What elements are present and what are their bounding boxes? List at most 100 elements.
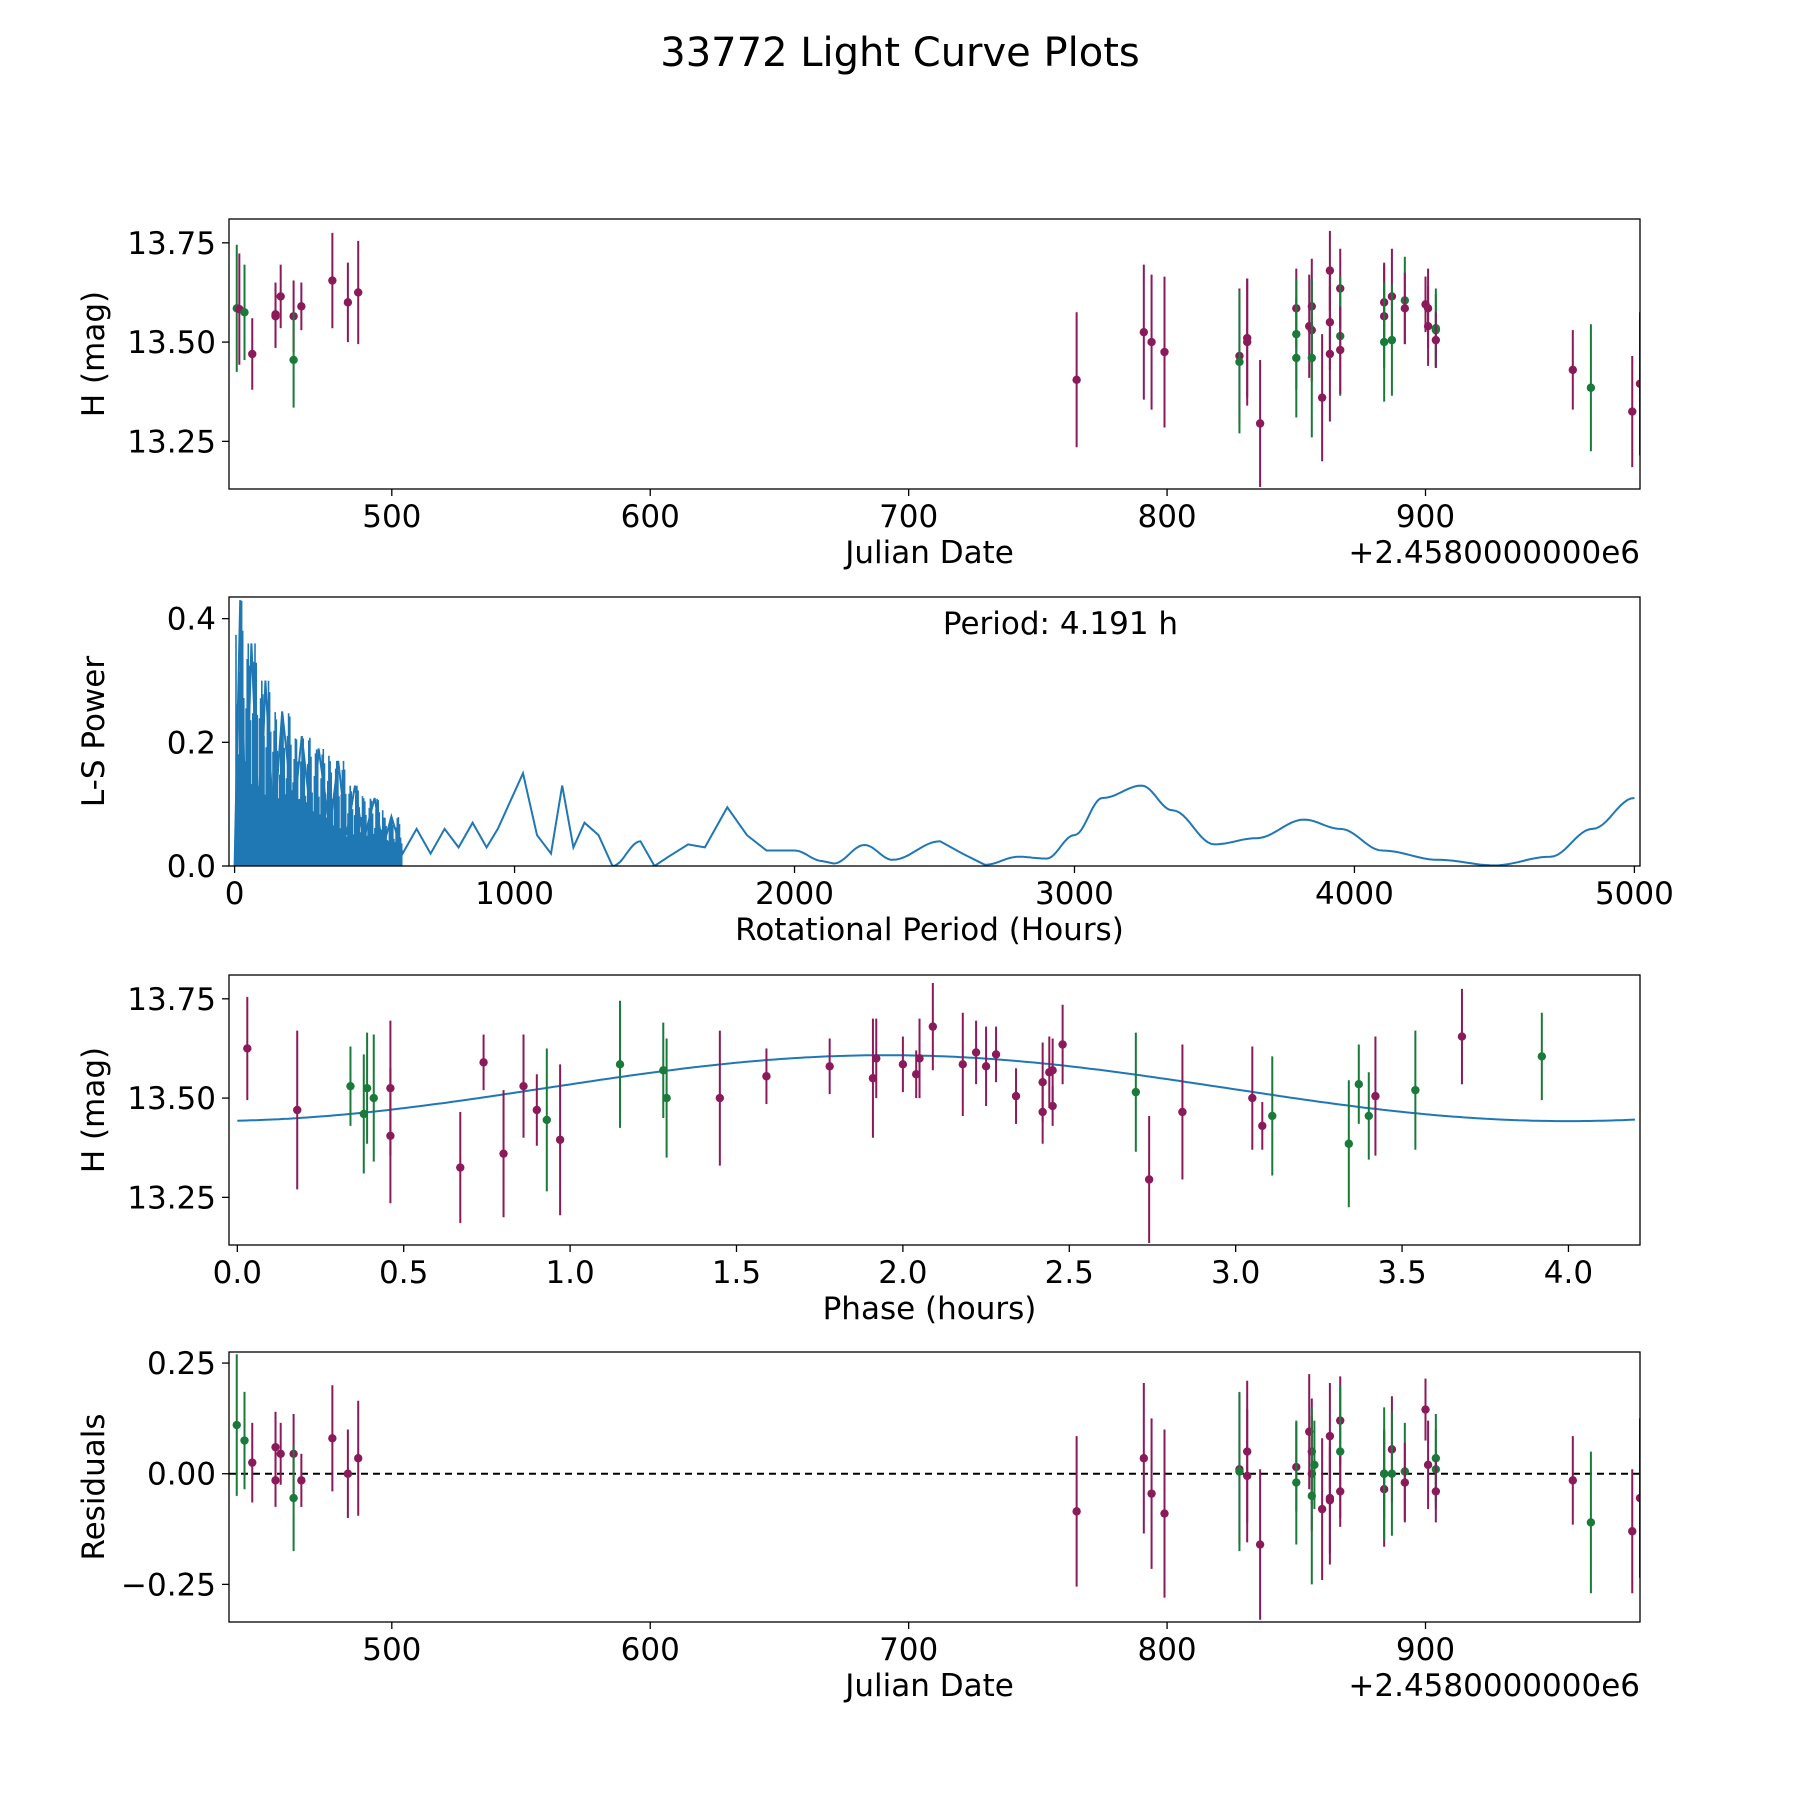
phased-point xyxy=(1058,1040,1067,1049)
panel-residuals: 500 600 700 800 900 0.25 0.00 −0.25 Julian Date R… xyxy=(76,1346,1641,1704)
residual-point xyxy=(1423,1460,1433,1470)
fit-curve xyxy=(237,1054,1636,1123)
phased-point xyxy=(1178,1107,1187,1117)
residual-point xyxy=(1255,1540,1265,1549)
residual-point xyxy=(1317,1504,1327,1514)
phased-point xyxy=(499,1149,508,1158)
lightcurve-point xyxy=(240,308,249,317)
residual-point xyxy=(1586,1518,1596,1527)
y-tick-label: −0.25 xyxy=(121,1567,216,1603)
residual-point xyxy=(1160,1509,1169,1518)
lightcurve-point xyxy=(1160,347,1169,357)
x-axis-label: Phase (hours) xyxy=(823,1291,1037,1327)
phased-point xyxy=(1268,1111,1277,1121)
phased-point xyxy=(615,1060,625,1069)
x-tick-label: 1.5 xyxy=(712,1255,761,1291)
phased-point xyxy=(1011,1091,1021,1101)
axes-frame xyxy=(228,218,1641,490)
lightcurve-point xyxy=(1387,335,1397,345)
panel-phased: 0.0 0.5 1.0 1.5 2.0 2.5 3.0 3.5 4.0 13.25 13.50 13.… xyxy=(76,974,1641,1327)
x-tick-label: 900 xyxy=(1396,1632,1455,1668)
phased-point xyxy=(519,1081,528,1091)
phased-point xyxy=(386,1131,395,1141)
x-offset-label: +2.4580000000e6 xyxy=(1348,535,1640,571)
lightcurve-point xyxy=(343,298,353,307)
period-annotation: Period: 4.191 h xyxy=(943,606,1178,642)
lightcurve-point xyxy=(1628,407,1637,416)
phased-point xyxy=(369,1093,378,1103)
phased-point xyxy=(1048,1101,1057,1111)
y-tick-label: 13.75 xyxy=(127,226,216,262)
plot-area-periodogram xyxy=(233,600,1635,866)
phased-point xyxy=(971,1048,981,1057)
residual-point xyxy=(1635,1493,1640,1503)
x-tick-label: 3.0 xyxy=(1211,1255,1260,1291)
x-tick-label: 600 xyxy=(621,499,680,535)
phased-point xyxy=(1048,1066,1057,1075)
residual-point xyxy=(1628,1527,1637,1536)
x-tick-label: 2.5 xyxy=(1045,1255,1094,1291)
phased-point xyxy=(456,1163,465,1172)
phased-point xyxy=(825,1062,834,1071)
residual-point xyxy=(1310,1460,1319,1470)
y-axis-label: L-S Power xyxy=(76,656,112,807)
residual-point xyxy=(1431,1487,1441,1496)
lightcurve-point xyxy=(297,302,306,311)
residual-point xyxy=(1139,1454,1149,1463)
phased-point xyxy=(1038,1078,1047,1087)
phased-point xyxy=(928,1022,938,1031)
y-tick-label: 0.25 xyxy=(147,1346,216,1382)
phased-point xyxy=(1131,1087,1141,1097)
residual-point xyxy=(1325,1496,1335,1505)
phased-point xyxy=(1258,1121,1267,1131)
residual-point xyxy=(1336,1487,1345,1496)
lightcurve-point xyxy=(1325,266,1335,275)
y-axis-label: H (mag) xyxy=(76,291,112,417)
phased-point xyxy=(981,1062,991,1071)
lightcurve-point xyxy=(1307,353,1317,363)
lightcurve-point xyxy=(1255,419,1265,428)
y-tick-label: 13.75 xyxy=(127,982,216,1018)
phased-point xyxy=(911,1070,921,1079)
phased-point xyxy=(1144,1175,1154,1184)
phased-point xyxy=(762,1072,771,1081)
periodogram-line xyxy=(233,600,1635,866)
plot-area-residuals xyxy=(229,1354,1640,1620)
phased-point xyxy=(1537,1052,1547,1061)
panels-container: 500 600 700 800 900 13.25 13.50 13.75 Julian Dat… xyxy=(76,218,1674,1704)
residual-point xyxy=(328,1434,337,1443)
residual-point xyxy=(1235,1467,1244,1476)
lightcurve-point xyxy=(276,292,285,301)
axes-frame xyxy=(228,974,1641,1246)
lightcurve-point xyxy=(289,355,298,365)
residual-point xyxy=(1147,1489,1156,1498)
x-tick-label: 5000 xyxy=(1595,876,1674,912)
residual-point xyxy=(289,1493,298,1503)
lightcurve-point xyxy=(1336,345,1345,355)
x-tick-label: 0.5 xyxy=(379,1255,428,1291)
residual-point xyxy=(1421,1405,1430,1414)
lightcurve-point xyxy=(248,349,257,359)
residual-point xyxy=(240,1436,249,1445)
phased-point xyxy=(479,1058,488,1067)
phased-point xyxy=(958,1060,967,1069)
residual-point xyxy=(354,1454,363,1463)
lightcurve-point xyxy=(1635,379,1640,388)
residual-point xyxy=(248,1458,257,1467)
phased-point xyxy=(659,1066,668,1075)
x-tick-label: 2.0 xyxy=(878,1255,927,1291)
lightcurve-point xyxy=(1586,383,1596,392)
residual-point xyxy=(297,1476,306,1485)
y-tick-label: 13.25 xyxy=(127,424,216,460)
axes-frame xyxy=(228,1351,1641,1623)
lightcurve-point xyxy=(1400,304,1410,313)
x-tick-label: 4000 xyxy=(1315,876,1394,912)
phased-point xyxy=(362,1083,372,1093)
lightcurve-point xyxy=(1568,365,1578,375)
y-tick-label: 13.50 xyxy=(127,1081,216,1117)
residual-point xyxy=(1379,1469,1389,1478)
x-axis-label: Julian Date xyxy=(843,1668,1014,1704)
phased-point xyxy=(532,1105,542,1115)
residual-point xyxy=(271,1476,280,1485)
